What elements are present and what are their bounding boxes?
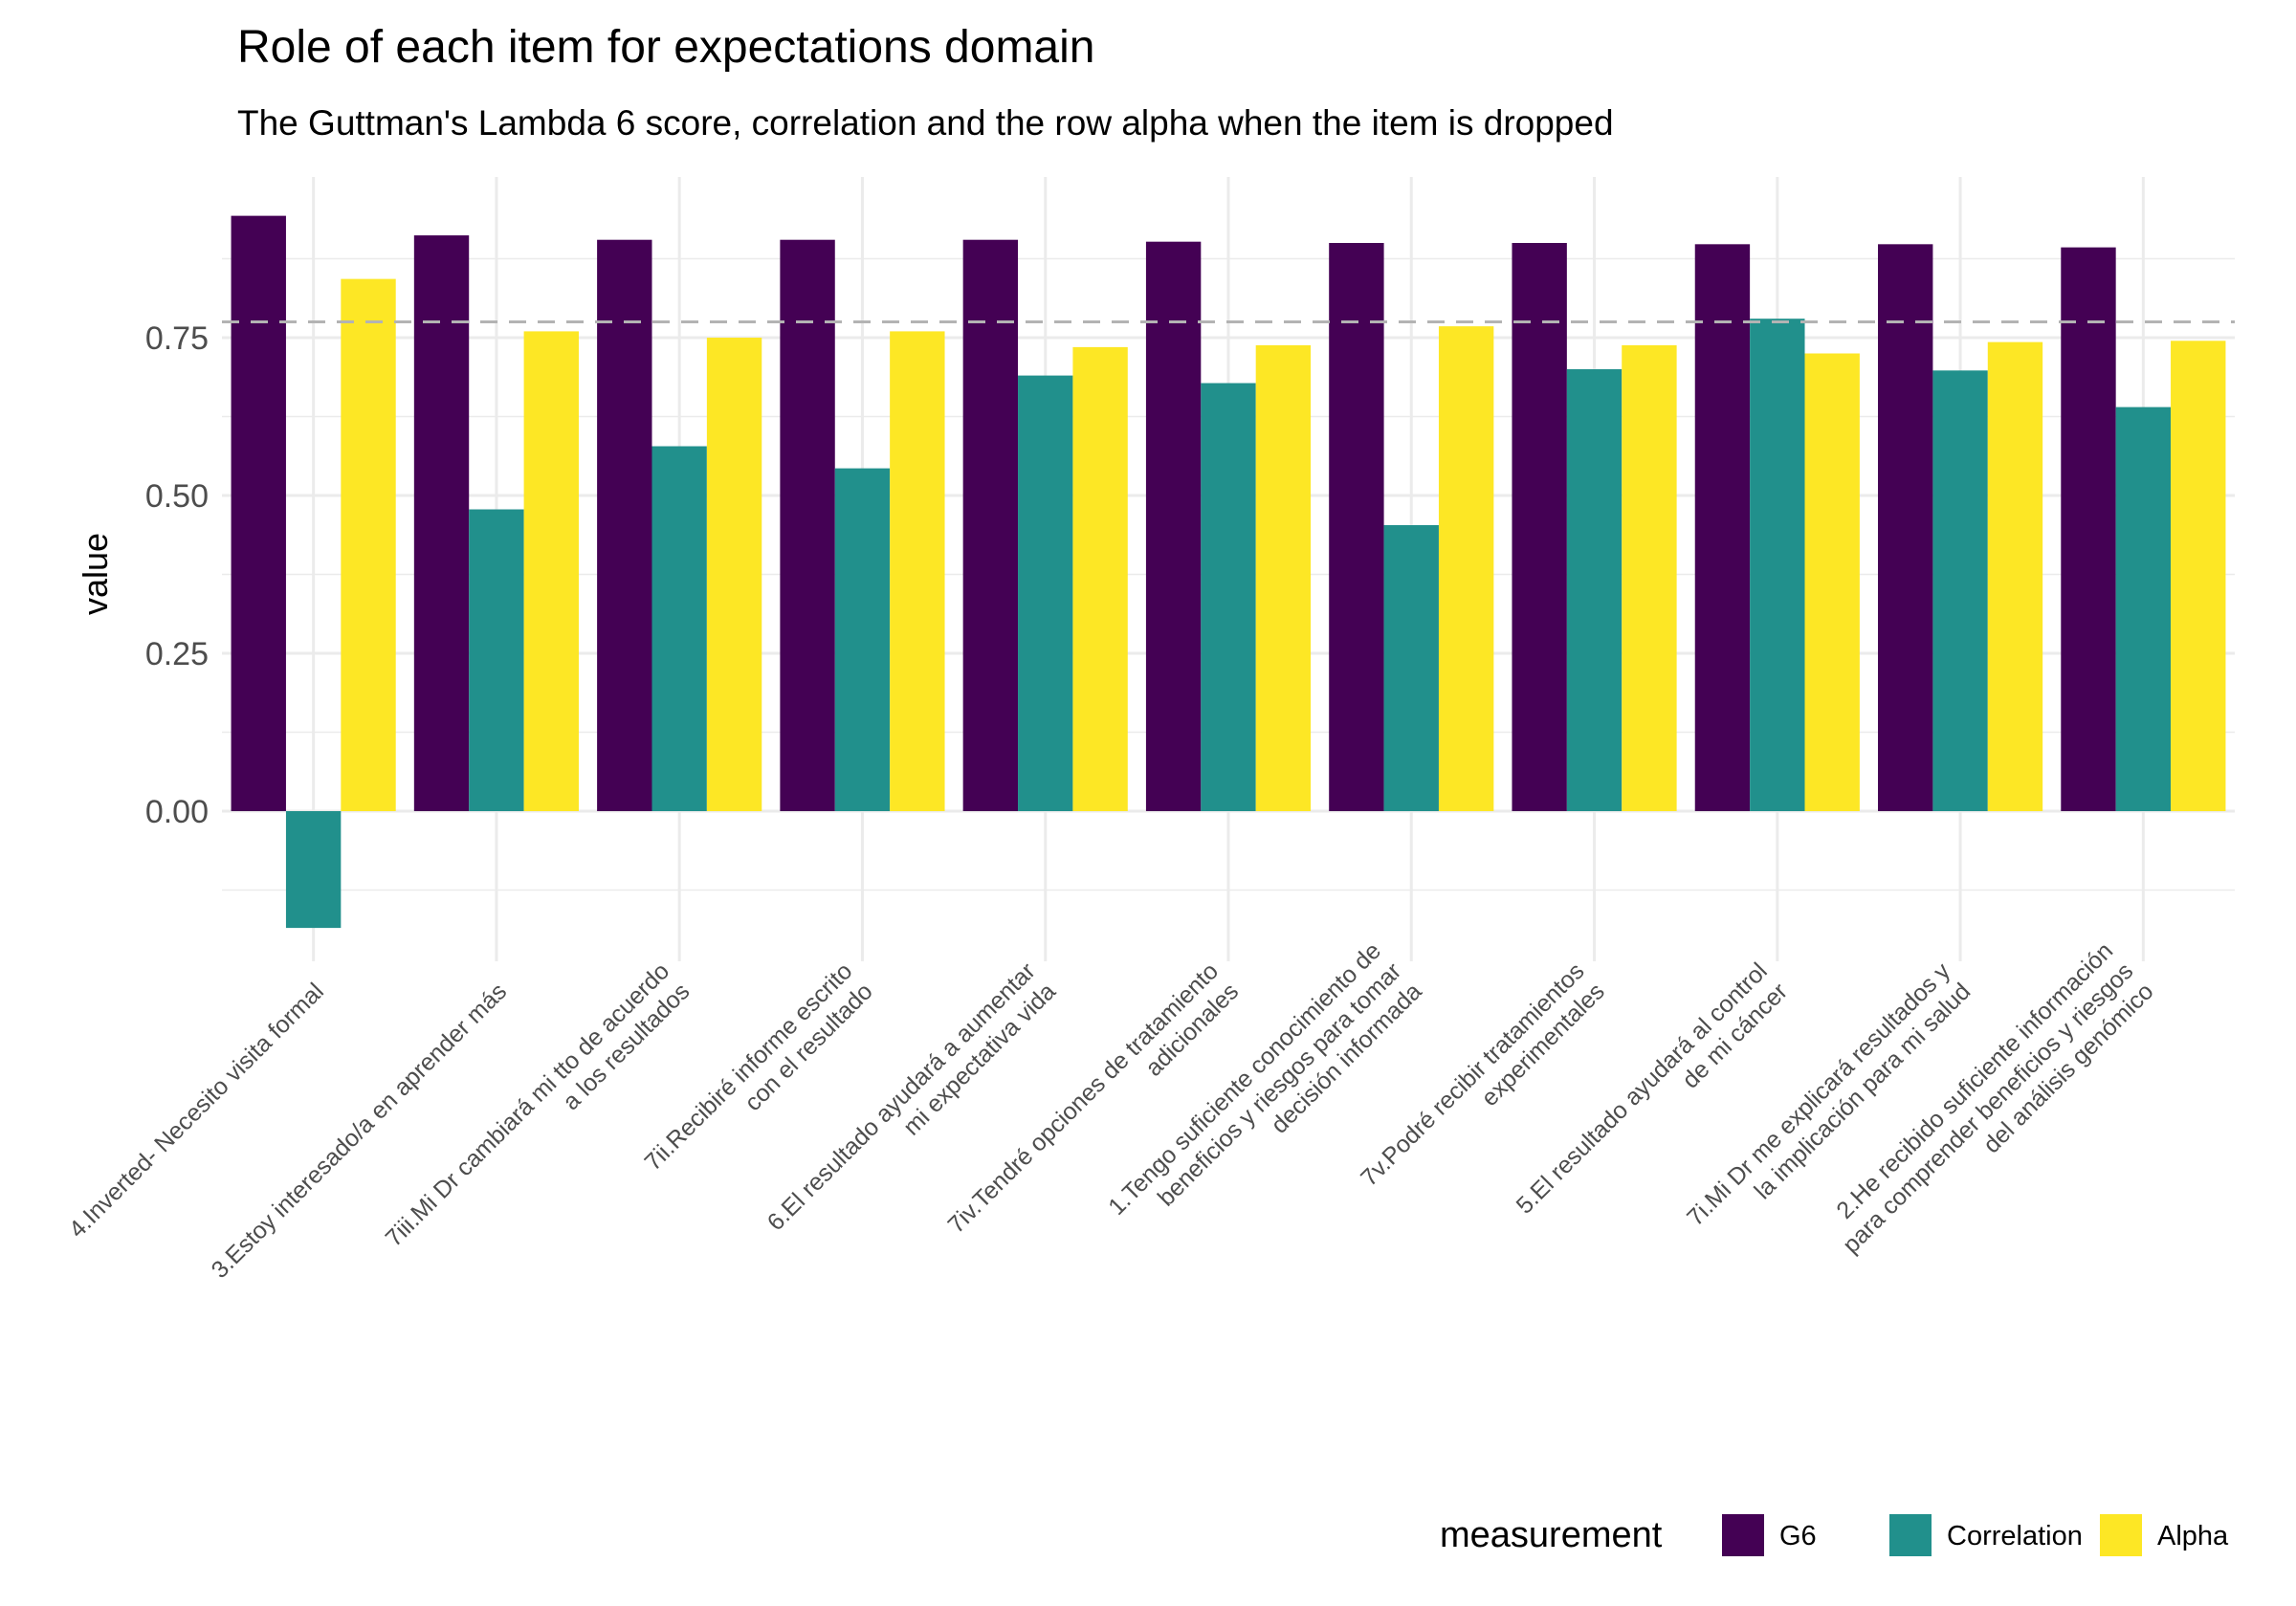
bar-alpha-5 bbox=[1072, 346, 1128, 811]
legend: measurement G6 Correlation Alpha bbox=[1440, 1514, 2229, 1556]
legend-label-alpha: Alpha bbox=[2157, 1521, 2229, 1551]
bar-correlation-1 bbox=[285, 811, 342, 929]
bar-correlation-8 bbox=[1566, 369, 1623, 811]
legend-label-g6: G6 bbox=[1779, 1521, 1817, 1551]
bar-g6-6 bbox=[1145, 241, 1202, 811]
bar-correlation-6 bbox=[1201, 383, 1256, 811]
y-tick-label: 0.00 bbox=[145, 794, 209, 830]
x-tick-label: 2.He recibido suficiente informaciónpara… bbox=[1818, 937, 2159, 1279]
bar-g6-11 bbox=[2061, 247, 2116, 811]
y-axis-title: value bbox=[76, 533, 115, 615]
legend-label-correlation: Correlation bbox=[1947, 1521, 2083, 1551]
bar-g6-9 bbox=[1694, 244, 1751, 811]
y-axis-ticks: 0.00 0.25 0.50 0.75 bbox=[145, 320, 209, 830]
x-axis-ticks: 4.Inverted- Necesito visita formal3.Esto… bbox=[64, 937, 2159, 1284]
y-tick-label: 0.75 bbox=[145, 320, 209, 357]
bar-alpha-7 bbox=[1438, 326, 1494, 811]
y-tick-label: 0.25 bbox=[145, 636, 209, 672]
bar-correlation-4 bbox=[834, 468, 891, 811]
y-tick-label: 0.50 bbox=[145, 478, 209, 515]
bar-g6-5 bbox=[962, 239, 1019, 811]
bar-correlation-10 bbox=[1932, 370, 1988, 811]
bar-alpha-4 bbox=[890, 331, 945, 811]
bar-correlation-7 bbox=[1383, 525, 1439, 811]
chart-title: Role of each item for expectations domai… bbox=[237, 22, 1095, 73]
legend-swatch-g6 bbox=[1722, 1514, 1764, 1556]
bar-g6-8 bbox=[1512, 243, 1567, 811]
bar-alpha-11 bbox=[2171, 341, 2226, 811]
bar-g6-1 bbox=[231, 215, 286, 811]
bar-correlation-2 bbox=[469, 509, 524, 811]
bar-correlation-11 bbox=[2115, 407, 2172, 811]
bar-g6-4 bbox=[780, 239, 835, 811]
bar-alpha-6 bbox=[1255, 344, 1312, 811]
x-tick-label: 7iii.Mi Dr cambiará mi tto de acuerdoa l… bbox=[381, 957, 695, 1272]
bar-alpha-3 bbox=[706, 338, 762, 811]
bar-g6-7 bbox=[1329, 243, 1384, 811]
bar-g6-3 bbox=[597, 239, 652, 811]
bar-correlation-5 bbox=[1018, 375, 1073, 811]
bar-correlation-9 bbox=[1750, 319, 1805, 811]
legend-swatch-correlation bbox=[1889, 1514, 1932, 1556]
legend-title: measurement bbox=[1440, 1515, 1663, 1555]
bar-alpha-8 bbox=[1622, 344, 1677, 811]
bar-alpha-2 bbox=[523, 331, 579, 811]
x-tick-label: 1.Tengo suficiente conocimiento debenefi… bbox=[1103, 937, 1426, 1261]
bar-alpha-9 bbox=[1804, 353, 1860, 811]
x-tick-label: 3.Estoy interesado/a en aprender más bbox=[207, 978, 513, 1284]
bar-alpha-1 bbox=[341, 278, 396, 811]
bar-g6-2 bbox=[413, 235, 470, 811]
bar-g6-10 bbox=[1878, 244, 1933, 811]
bar-correlation-3 bbox=[651, 446, 707, 811]
chart-subtitle: The Guttman's Lambda 6 score, correlatio… bbox=[237, 103, 1614, 143]
legend-swatch-alpha bbox=[2100, 1514, 2142, 1556]
bars bbox=[231, 215, 2226, 929]
bar-alpha-10 bbox=[1987, 341, 2043, 811]
